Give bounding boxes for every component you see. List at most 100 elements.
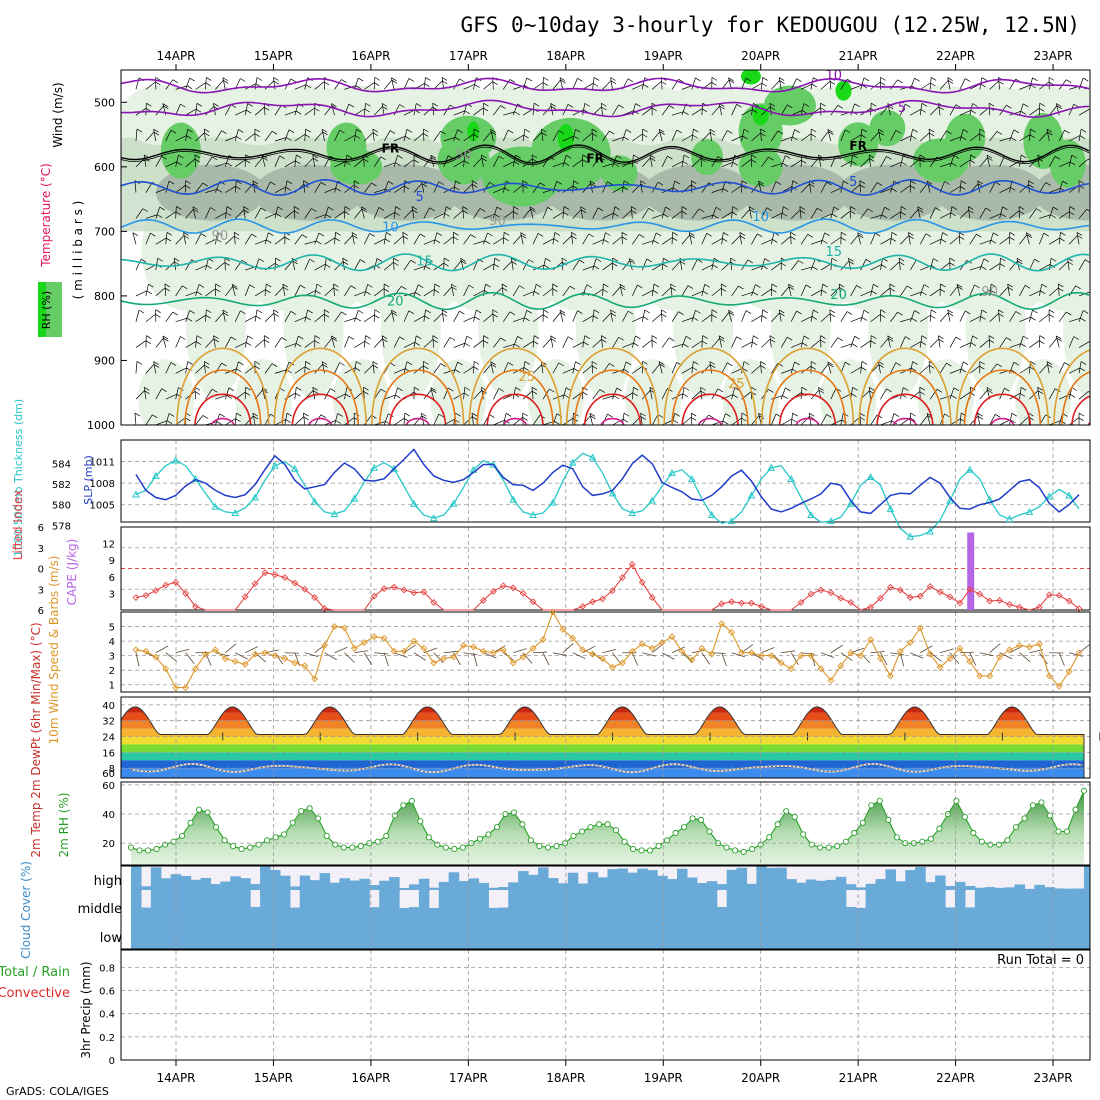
cloud-bar-high [905, 870, 916, 890]
wind-barb [235, 159, 246, 168]
wind-barb [653, 240, 659, 244]
wind-barb [150, 232, 156, 237]
wind-barb [979, 133, 985, 138]
wind-barb [771, 363, 779, 374]
wind-barb [946, 362, 952, 367]
wind-barb [1060, 232, 1066, 236]
wind-barb [425, 77, 431, 81]
precip-tick: 0.8 [99, 963, 115, 974]
wind-barb [432, 335, 435, 348]
cloud-bar-high [547, 878, 559, 890]
wind-barb [739, 235, 746, 240]
wind-barb [294, 154, 297, 167]
wind-barb [410, 259, 416, 264]
wind-barb [245, 386, 251, 391]
wind-barb [670, 283, 676, 288]
date-tick-bottom: 14APR [156, 1071, 195, 1085]
wind-barb [690, 180, 693, 193]
wind-barb [939, 232, 943, 245]
wind-barb [442, 312, 448, 317]
wind-barb [1019, 336, 1024, 348]
cloud-bar-high [309, 880, 321, 890]
wind-speed-marker [390, 647, 398, 655]
wind-barb [155, 206, 161, 219]
wind-barb [721, 181, 726, 193]
wind-barb [393, 262, 399, 266]
wind-barb [295, 343, 302, 347]
cloud-bar-high [230, 876, 241, 890]
cloud-bar-high [319, 873, 331, 890]
cloud-bar-middle [806, 890, 817, 949]
wind-barb [925, 233, 932, 237]
wind-barb [453, 78, 460, 90]
wind-barb [463, 234, 471, 245]
wind-barb [800, 83, 813, 90]
wind-barb [761, 156, 769, 168]
wind-barb [416, 335, 422, 340]
wind-barb [602, 80, 612, 90]
wind-barb [818, 155, 822, 167]
wind-barb [282, 284, 286, 296]
wind-barb [980, 315, 986, 320]
wind-barb [649, 154, 653, 167]
cloud-bar-high [667, 879, 678, 890]
wind-barb [303, 416, 309, 421]
wind-barb [373, 258, 378, 271]
wind-barb [164, 283, 171, 288]
wind-barb [830, 287, 840, 297]
wind-barb [949, 286, 958, 297]
wind-barb [215, 312, 224, 322]
wind-barb [1076, 232, 1083, 236]
wind-barb [441, 77, 445, 90]
wind-barb [346, 154, 353, 159]
cloud-bar-middle [587, 890, 599, 949]
wind-barb [632, 133, 643, 142]
wind-barb [372, 128, 378, 133]
rh-marker [553, 843, 560, 850]
wind-barb [674, 180, 680, 185]
wind-barb [473, 361, 480, 365]
precip-tick: 0.4 [99, 1010, 115, 1021]
wind-barb [433, 232, 438, 245]
wind-barb [641, 208, 649, 219]
wind-barb [1038, 284, 1043, 296]
cloud-bar-high [776, 867, 787, 890]
wind-barb [939, 130, 947, 142]
wind-barb [503, 232, 510, 236]
surface-wind-barb [661, 652, 675, 660]
slp-tick: 1005 [90, 501, 115, 512]
wind-barb [792, 136, 798, 141]
wind-barb [650, 157, 656, 162]
wind-barb [936, 389, 943, 393]
wind-barb [741, 291, 754, 297]
wind-barb [503, 161, 515, 168]
wind-barb [996, 363, 1003, 368]
li-marker [489, 587, 497, 595]
wind-barb [1075, 285, 1081, 290]
wind-barb [487, 232, 493, 237]
wind-barb [860, 340, 871, 348]
wind-barb [827, 129, 833, 133]
li-marker [579, 603, 587, 610]
wind-barb [504, 187, 510, 192]
wind-barb [609, 363, 615, 367]
li-marker [877, 594, 884, 602]
wind-barb [963, 129, 969, 133]
wind-barb [168, 413, 175, 417]
cloud-bar-high [895, 881, 906, 890]
cloud-bar-middle [925, 890, 936, 949]
wind-barb [947, 312, 954, 317]
wind-barb [644, 309, 650, 314]
wind-barb [1066, 311, 1072, 316]
wind-barb [1048, 206, 1054, 219]
wind-barb [781, 418, 792, 425]
wind-barb [185, 209, 194, 219]
temperature-line [120, 706, 1085, 779]
wind-barb [295, 392, 301, 397]
wind-barb [810, 366, 816, 370]
wind-barb [490, 129, 494, 142]
cloud-bar-high [458, 881, 470, 890]
wind-barb [453, 311, 460, 322]
date-tick-top: 18APR [546, 49, 585, 63]
wind-barb [314, 340, 320, 344]
